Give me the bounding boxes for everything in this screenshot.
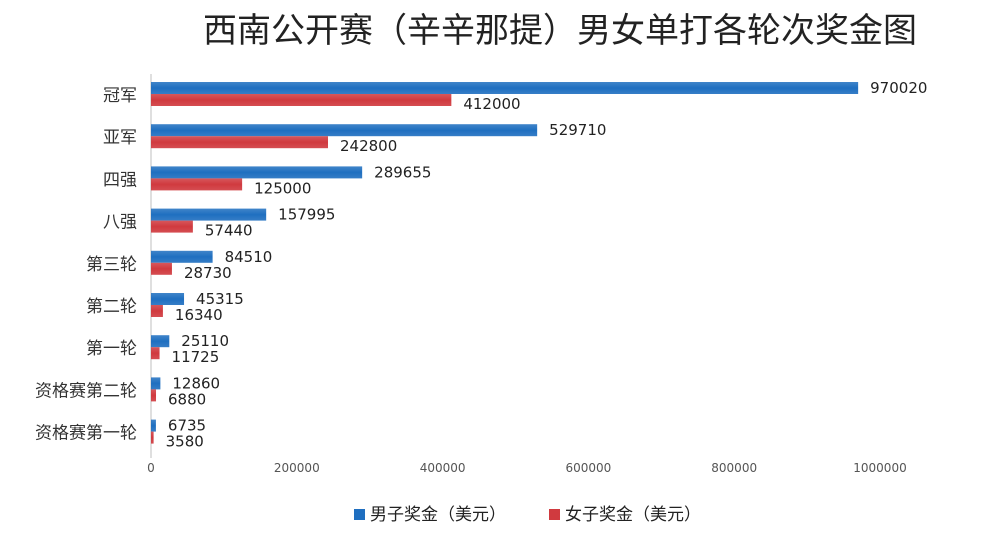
plot-area: 0 200000 400000 600000 800000 1000000 冠军 970020… xyxy=(35,74,927,475)
bar-men xyxy=(151,293,185,305)
category-label: 第三轮 xyxy=(86,255,137,275)
data-label-men: 6735 xyxy=(168,417,206,435)
bar-men xyxy=(151,419,156,432)
category-label: 亚军 xyxy=(103,128,137,148)
x-tick-label: 800000 xyxy=(711,461,757,475)
x-tick-label: 0 xyxy=(147,461,155,475)
data-label-men: 289655 xyxy=(374,163,431,181)
data-label-men: 12860 xyxy=(172,374,220,392)
category-label: 八强 xyxy=(103,213,137,233)
data-label-women: 16340 xyxy=(175,306,223,324)
data-label-women: 412000 xyxy=(463,95,520,113)
data-label-men: 84510 xyxy=(225,248,273,266)
bar-men xyxy=(151,124,538,137)
category-label: 冠军 xyxy=(103,86,137,106)
category-label: 第二轮 xyxy=(86,297,137,317)
bar-women xyxy=(151,389,157,402)
chart-title: 西南公开赛（辛辛那提）男女单打各轮次奖金图 xyxy=(203,11,917,51)
x-tick-label: 1000000 xyxy=(853,461,906,475)
data-label-men: 45315 xyxy=(196,290,244,308)
legend: 男子奖金（美元） 女子奖金（美元） xyxy=(354,505,701,525)
bar-women xyxy=(151,305,163,317)
bar-women xyxy=(151,262,172,275)
category-label: 第一轮 xyxy=(86,339,137,359)
bar-men xyxy=(151,82,859,94)
bar-men xyxy=(151,208,267,221)
bar-women xyxy=(151,178,243,191)
legend-label-men: 男子奖金（美元） xyxy=(370,505,506,525)
bar-women xyxy=(151,136,329,149)
bar-women xyxy=(151,94,452,106)
data-label-women: 125000 xyxy=(254,179,311,197)
data-label-women: 6880 xyxy=(168,390,206,408)
x-tick-label: 400000 xyxy=(420,461,466,475)
bar-women xyxy=(151,347,160,360)
data-label-men: 157995 xyxy=(278,206,335,224)
data-label-women: 242800 xyxy=(340,137,397,155)
data-label-women: 3580 xyxy=(166,433,204,451)
bar-men xyxy=(151,250,213,263)
x-tick-label: 600000 xyxy=(565,461,611,475)
data-label-men: 25110 xyxy=(181,332,229,350)
category-label: 四强 xyxy=(103,170,137,190)
data-label-men: 970020 xyxy=(870,79,927,97)
bar-men xyxy=(151,166,363,179)
bar-women xyxy=(151,220,193,233)
category-label: 资格赛第一轮 xyxy=(35,423,137,444)
bar-women xyxy=(151,431,154,444)
legend-swatch-men xyxy=(354,509,365,520)
legend-swatch-women xyxy=(549,509,560,520)
x-tick-label: 200000 xyxy=(274,461,320,475)
legend-label-women: 女子奖金（美元） xyxy=(565,505,701,525)
data-label-women: 57440 xyxy=(205,222,253,240)
bar-men xyxy=(151,377,161,390)
data-label-women: 11725 xyxy=(172,348,220,366)
data-label-women: 28730 xyxy=(184,264,232,282)
data-label-men: 529710 xyxy=(549,121,606,139)
category-label: 资格赛第二轮 xyxy=(35,380,137,401)
bar-men xyxy=(151,335,170,348)
